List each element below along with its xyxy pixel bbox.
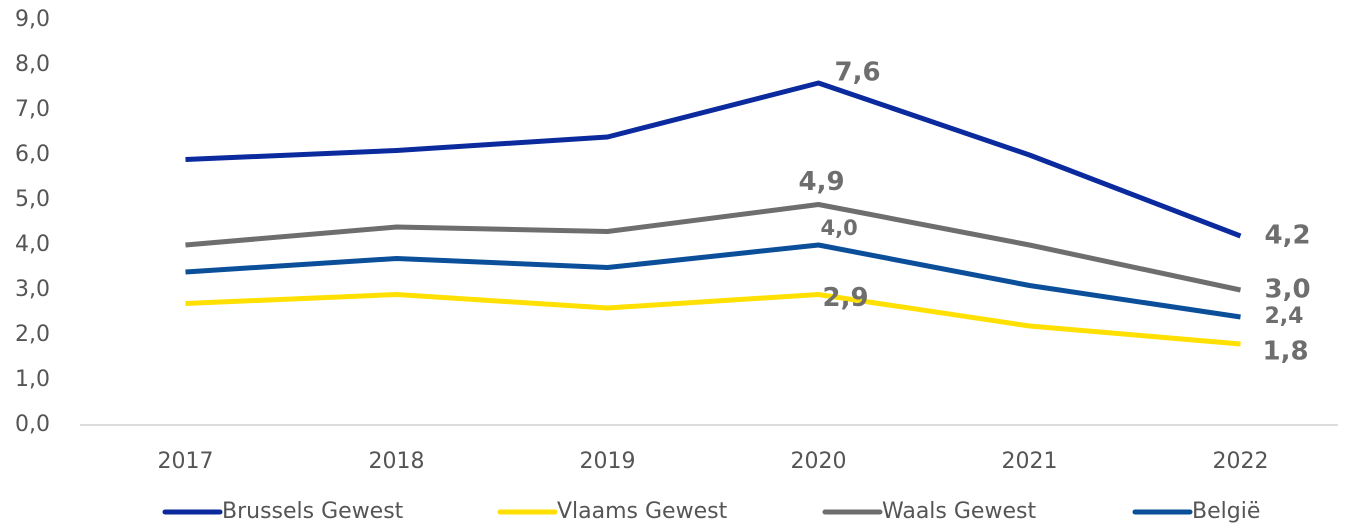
line [185,80,1242,239]
y-tick-label: 5,0 [15,187,50,212]
data-label: 4,0 [821,216,858,240]
x-tick-label: 2021 [1002,449,1058,474]
y-tick-label: 3,0 [15,277,50,302]
line [185,202,1242,293]
legend-label: België [1192,499,1260,524]
x-tick-label: 2018 [369,449,425,474]
line [185,242,1241,320]
legend-label: Vlaams Gewest [557,499,728,524]
x-tick-label: 2017 [158,449,214,474]
y-tick-label: 0,0 [15,412,50,437]
data-label: 4,9 [799,167,845,197]
y-tick-label: 9,0 [15,7,50,32]
legend-label: Waals Gewest [882,499,1036,524]
x-tick-label: 2022 [1213,449,1269,474]
y-tick-label: 2,0 [15,322,50,347]
data-label: 2,9 [823,283,869,313]
line [185,292,1241,347]
data-label: 3,0 [1265,275,1311,305]
y-tick-label: 7,0 [15,97,50,122]
y-tick-label: 6,0 [15,142,50,167]
legend-label: Brussels Gewest [222,499,404,524]
y-tick-label: 1,0 [15,367,50,392]
y-tick-label: 4,0 [15,232,50,257]
data-label: 4,2 [1265,221,1311,251]
x-tick-label: 2019 [580,449,636,474]
data-label: 7,6 [835,58,881,88]
data-label: 1,8 [1263,337,1309,367]
x-tick-label: 2020 [791,449,847,474]
y-tick-label: 8,0 [15,52,50,77]
data-label: 2,4 [1265,304,1304,329]
